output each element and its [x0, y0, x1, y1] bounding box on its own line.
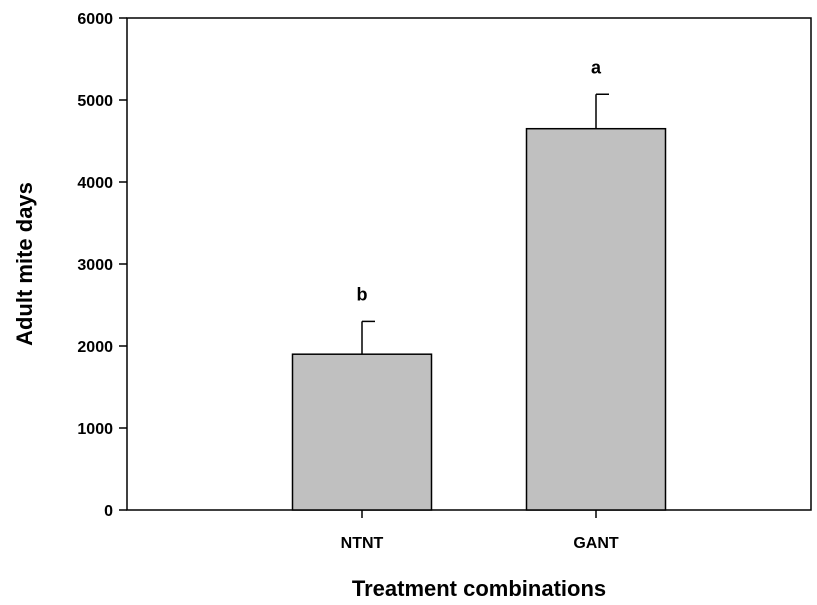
y-tick-label: 3000 — [77, 257, 113, 274]
significance-letters: ba — [357, 57, 602, 304]
x-tick-label: NTNT — [341, 535, 384, 552]
x-tick-label: GANT — [573, 535, 619, 552]
plot-border — [126, 17, 812, 511]
bar-gant — [525, 127, 667, 511]
y-tick-label: 2000 — [77, 339, 113, 356]
significance-letter: a — [591, 57, 602, 77]
error-bars — [361, 93, 609, 355]
y-tick-label: 0 — [104, 503, 113, 520]
bar-ntnt — [291, 353, 433, 511]
y-axis-title: Adult mite days — [12, 182, 37, 346]
y-tick-label: 4000 — [77, 175, 113, 192]
y-tick-label: 6000 — [77, 11, 113, 28]
x-axis-ticks: NTNT GANT — [341, 510, 619, 552]
significance-letter: b — [357, 284, 368, 304]
x-axis-title: Treatment combinations — [352, 576, 606, 601]
plot-frame — [126, 17, 812, 511]
y-axis-ticks: 0 1000 2000 3000 4000 5000 6000 — [77, 11, 127, 520]
bars — [291, 127, 667, 511]
y-tick-label: 1000 — [77, 421, 113, 438]
y-tick-label: 5000 — [77, 93, 113, 110]
